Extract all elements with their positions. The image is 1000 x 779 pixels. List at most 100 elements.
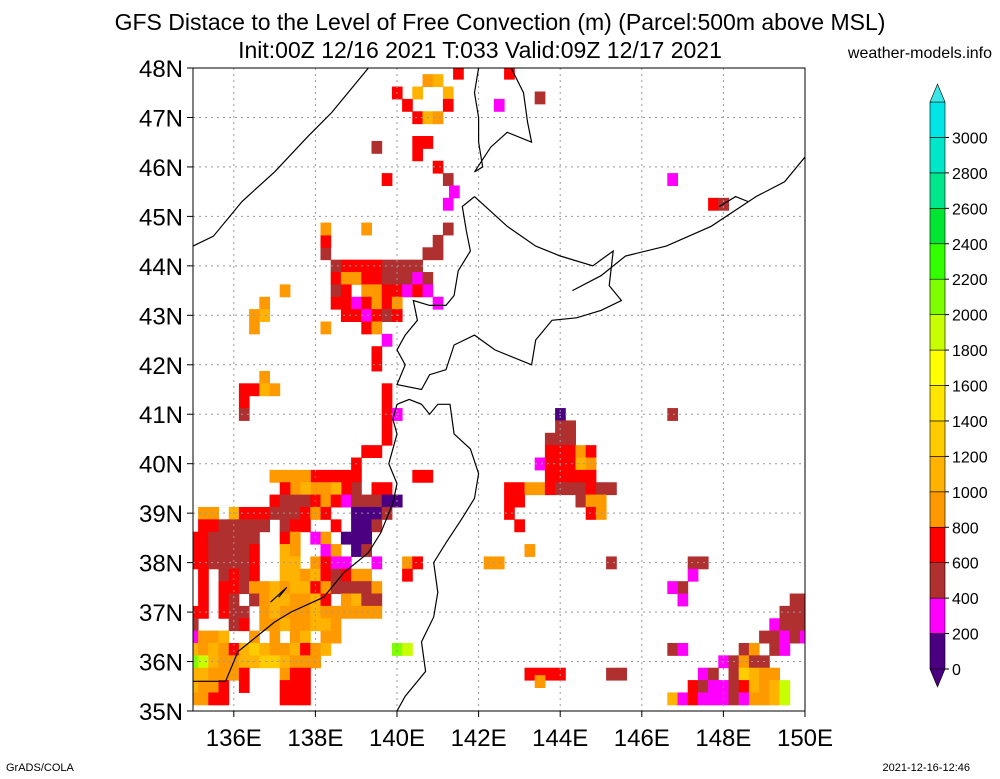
- field-cell: [769, 667, 780, 681]
- colorbar-label: 1800: [952, 343, 988, 360]
- field-cell: [381, 272, 393, 285]
- field-cell: [279, 618, 291, 632]
- field-cell: [340, 296, 352, 310]
- field-cell: [193, 692, 199, 706]
- field-cell: [300, 630, 311, 644]
- field-cell: [371, 605, 383, 619]
- field-cell: [402, 556, 413, 570]
- field-cell: [371, 358, 383, 372]
- field-cell: [789, 630, 801, 644]
- colorbar-swatch: [929, 597, 946, 634]
- colorbar-label: 1400: [952, 414, 988, 431]
- field-cell: [616, 667, 627, 681]
- field-cell: [361, 309, 372, 322]
- field-cell: [330, 469, 342, 483]
- field-cell: [340, 482, 352, 496]
- field-cell: [381, 259, 393, 273]
- field-cell: [514, 519, 525, 533]
- field-cell: [279, 568, 291, 582]
- field-cell: [320, 544, 332, 557]
- field-cell: [259, 655, 270, 669]
- coastline: [193, 404, 398, 682]
- field-cell: [208, 506, 219, 520]
- field-cell: [381, 482, 393, 496]
- lat-tick-label: 37N: [139, 600, 183, 627]
- field-cell: [575, 494, 587, 508]
- field-cell: [371, 296, 383, 310]
- field-cell: [759, 680, 770, 693]
- field-cell: [340, 568, 352, 582]
- field-cell: [361, 519, 372, 533]
- field-cell: [728, 667, 740, 681]
- field-cell: [300, 506, 311, 520]
- field-cell: [249, 531, 260, 545]
- field-cell: [422, 272, 434, 285]
- field-cell: [555, 445, 566, 459]
- field-cell: [769, 630, 780, 644]
- field-cell: [259, 605, 270, 619]
- field-cell: [198, 531, 209, 545]
- field-cell: [300, 642, 311, 656]
- field-cell: [289, 519, 301, 533]
- lat-tick-label: 35N: [139, 699, 183, 726]
- field-cell: [330, 296, 342, 310]
- field-cell: [544, 482, 556, 496]
- field-cell: [279, 667, 291, 681]
- field-cell: [442, 197, 454, 211]
- site-label: weather-models.info: [847, 45, 992, 62]
- field-cell: [193, 605, 199, 619]
- field-cell: [340, 531, 352, 545]
- colorbar-label: 2000: [952, 308, 988, 325]
- field-cell: [381, 383, 393, 397]
- field-cell: [361, 494, 372, 508]
- field-cell: [300, 692, 311, 706]
- field-cell: [371, 321, 383, 335]
- field-cell: [249, 383, 260, 397]
- field-cell: [697, 667, 709, 681]
- field-cell: [351, 494, 362, 508]
- field-cell: [340, 272, 352, 285]
- field-cell: [228, 544, 240, 557]
- field-cell: [228, 581, 240, 595]
- field-cell: [320, 222, 332, 236]
- field-cell: [381, 309, 393, 322]
- field-cell: [402, 642, 413, 656]
- field-cell: [677, 593, 689, 607]
- field-cell: [371, 593, 383, 607]
- field-cell: [351, 581, 362, 595]
- field-cell: [269, 593, 281, 607]
- field-cell: [289, 482, 301, 496]
- field-cell: [208, 680, 219, 693]
- field-cell: [330, 519, 342, 533]
- field-cell: [606, 556, 617, 570]
- field-cell: [442, 86, 454, 100]
- lat-tick-label: 41N: [139, 402, 183, 429]
- field-cell: [193, 556, 199, 570]
- field-cell: [198, 581, 209, 595]
- field-cell: [361, 259, 372, 273]
- field-cell: [687, 556, 699, 570]
- field-cell: [799, 593, 805, 607]
- field-cell: [259, 370, 270, 384]
- field-cell: [238, 581, 250, 595]
- coastline: [193, 68, 369, 247]
- field-cell: [565, 420, 576, 434]
- field-cell: [193, 630, 199, 644]
- field-cell: [269, 655, 281, 669]
- field-cell: [193, 544, 199, 557]
- field-cell: [585, 469, 597, 483]
- field-cell: [361, 544, 372, 557]
- field-cell: [351, 544, 362, 557]
- field-cell: [432, 234, 444, 248]
- field-cell: [198, 544, 209, 557]
- colorbar-swatch: [929, 491, 946, 528]
- field-cell: [208, 544, 219, 557]
- field-cell: [381, 296, 393, 310]
- field-cell: [198, 519, 209, 533]
- field-cell: [228, 556, 240, 570]
- field-cell: [198, 506, 209, 520]
- field-cell: [534, 667, 546, 681]
- field-cell: [361, 321, 372, 335]
- field-cell: [193, 667, 199, 681]
